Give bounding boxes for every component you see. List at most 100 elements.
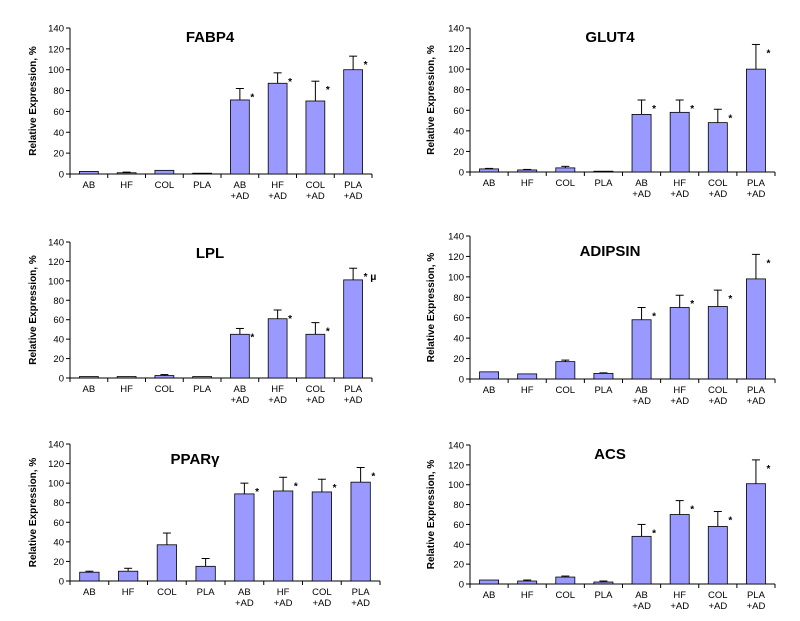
x-category-label: AB xyxy=(483,590,496,601)
y-tick-label: 40 xyxy=(453,126,464,137)
significance-annotation: * xyxy=(652,104,656,115)
y-tick-label: 100 xyxy=(448,65,464,76)
x-category-label: PLA xyxy=(747,590,766,601)
y-tick-label: 100 xyxy=(48,65,64,76)
bar xyxy=(311,491,332,582)
bar xyxy=(707,122,728,173)
x-category-label: +AD xyxy=(708,601,727,612)
bar xyxy=(230,333,250,379)
x-category-label: AB xyxy=(635,590,648,601)
y-axis-label: Relative Expression, % xyxy=(28,255,39,365)
y-tick-label: 80 xyxy=(453,85,464,96)
bar xyxy=(273,490,294,582)
y-tick-label: 140 xyxy=(48,24,64,35)
bar xyxy=(479,579,499,585)
y-tick-label: 0 xyxy=(459,375,464,386)
bar xyxy=(593,581,614,585)
x-category-label: +AD xyxy=(231,395,250,406)
significance-annotation: * xyxy=(690,299,694,310)
x-category-label: AB xyxy=(234,384,247,395)
bar xyxy=(517,580,538,585)
y-tick-label: 20 xyxy=(453,354,464,365)
bar xyxy=(631,535,652,585)
x-category-label: COL xyxy=(155,180,175,191)
x-category-label: HF xyxy=(120,384,133,395)
bar xyxy=(593,372,614,380)
bar xyxy=(343,279,363,379)
chart-title: PPARγ xyxy=(171,451,221,468)
y-tick-label: 120 xyxy=(48,459,64,470)
y-tick-label: 80 xyxy=(53,498,64,509)
x-category-label: +AD xyxy=(344,395,363,406)
x-category-label: HF xyxy=(271,180,284,191)
bar xyxy=(118,570,139,582)
bar xyxy=(631,319,652,380)
bar xyxy=(156,544,177,582)
x-category-label: COL xyxy=(708,178,728,189)
y-axis-label: Relative Expression, % xyxy=(28,46,39,156)
x-category-label: +AD xyxy=(747,396,766,407)
x-category-label: HF xyxy=(521,590,534,601)
x-category-label: +AD xyxy=(344,191,363,202)
x-category-label: PLA xyxy=(193,180,212,191)
bar xyxy=(116,172,137,175)
bar xyxy=(267,318,288,379)
significance-annotation: * xyxy=(326,327,330,338)
bar xyxy=(707,306,728,380)
bar xyxy=(517,373,538,380)
y-tick-label: 100 xyxy=(448,272,464,283)
x-category-label: HF xyxy=(673,385,686,396)
bar xyxy=(669,111,690,173)
x-category-label: +AD xyxy=(670,189,689,200)
bar xyxy=(669,514,690,585)
significance-annotation: * xyxy=(364,60,368,71)
bar xyxy=(555,576,576,585)
x-category-label: COL xyxy=(306,384,326,395)
bar xyxy=(555,167,576,173)
y-tick-label: 60 xyxy=(453,106,464,117)
x-category-label: COL xyxy=(312,587,332,598)
bar xyxy=(154,375,175,379)
bar xyxy=(479,371,499,380)
bar xyxy=(116,376,137,379)
y-tick-label: 60 xyxy=(453,520,464,531)
x-category-label: +AD xyxy=(306,191,325,202)
x-category-label: COL xyxy=(155,384,175,395)
y-tick-label: 140 xyxy=(48,238,64,249)
y-axis-label: Relative Expression, % xyxy=(426,253,437,363)
y-tick-label: 40 xyxy=(453,334,464,345)
x-category-label: PLA xyxy=(344,384,363,395)
bar xyxy=(343,69,363,175)
bar xyxy=(305,100,326,175)
y-tick-label: 60 xyxy=(53,518,64,529)
y-tick-label: 80 xyxy=(53,86,64,97)
chart-title: FABP4 xyxy=(186,29,235,46)
bar xyxy=(517,169,538,173)
y-tick-label: 100 xyxy=(48,276,64,287)
x-category-label: AB xyxy=(83,587,96,598)
x-category-label: +AD xyxy=(670,601,689,612)
y-tick-label: 140 xyxy=(448,441,464,452)
x-category-label: AB xyxy=(238,587,251,598)
bar xyxy=(350,481,371,582)
y-tick-label: 60 xyxy=(53,107,64,118)
x-category-label: +AD xyxy=(632,601,651,612)
bar xyxy=(669,307,690,380)
x-category-label: +AD xyxy=(351,598,370,609)
significance-annotation: * xyxy=(652,312,656,323)
x-category-label: +AD xyxy=(708,396,727,407)
y-axis-label: Relative Expression, % xyxy=(426,460,437,570)
significance-annotation: * xyxy=(294,481,298,492)
bar xyxy=(593,170,614,173)
x-category-label: +AD xyxy=(231,191,250,202)
y-axis-label: Relative Expression, % xyxy=(28,458,39,568)
significance-annotation: * xyxy=(728,516,732,527)
x-category-label: +AD xyxy=(747,601,766,612)
y-tick-label: 0 xyxy=(59,374,64,385)
significance-annotation: * xyxy=(333,483,337,494)
x-category-label: AB xyxy=(483,178,496,189)
y-tick-label: 0 xyxy=(59,170,64,181)
x-category-label: PLA xyxy=(747,385,766,396)
y-tick-label: 120 xyxy=(448,252,464,263)
x-category-label: COL xyxy=(556,178,576,189)
